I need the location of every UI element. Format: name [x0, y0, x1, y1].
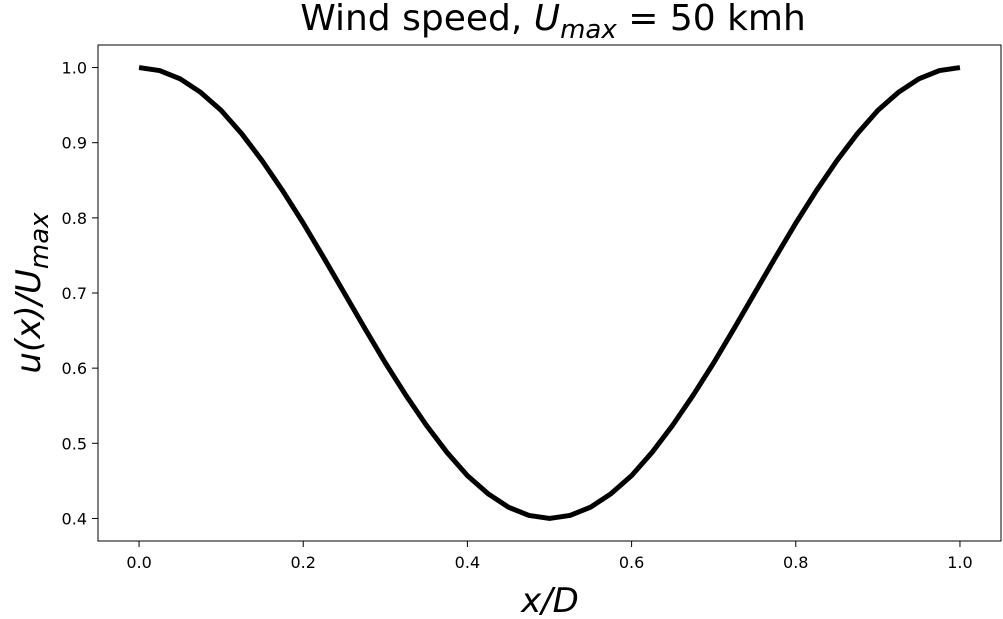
title-part: max: [560, 15, 617, 45]
y-label-part: max: [25, 212, 55, 269]
chart-title: Wind speed, Umax = 50 kmh: [300, 0, 806, 45]
x-tick-label: 0.4: [455, 553, 480, 572]
title-part: Wind speed,: [300, 0, 534, 39]
y-tick-label: 0.8: [62, 209, 87, 228]
y-tick-label: 0.7: [62, 284, 87, 303]
y-label-part: u(x)/U: [9, 269, 49, 374]
title-part: U: [534, 0, 560, 39]
y-tick-label: 1.0: [62, 59, 87, 78]
x-tick-label: 0.6: [619, 553, 644, 572]
x-tick-label: 0.0: [126, 553, 151, 572]
x-tick-label: 0.2: [291, 553, 316, 572]
line-series: [138, 65, 961, 521]
y-axis-label: u(x)/Umax: [9, 212, 55, 374]
title-part: = 50 kmh: [617, 0, 806, 39]
x-axis-label: x/D: [520, 581, 579, 619]
x-tick-label: 0.8: [783, 553, 808, 572]
y-tick-label: 0.5: [62, 434, 87, 453]
plot-frame: [97, 44, 1002, 542]
y-tick-label: 0.9: [62, 134, 87, 153]
y-tick-label: 0.4: [62, 509, 87, 528]
y-tick-label: 0.6: [62, 359, 87, 378]
x-tick-label: 1.0: [947, 553, 972, 572]
